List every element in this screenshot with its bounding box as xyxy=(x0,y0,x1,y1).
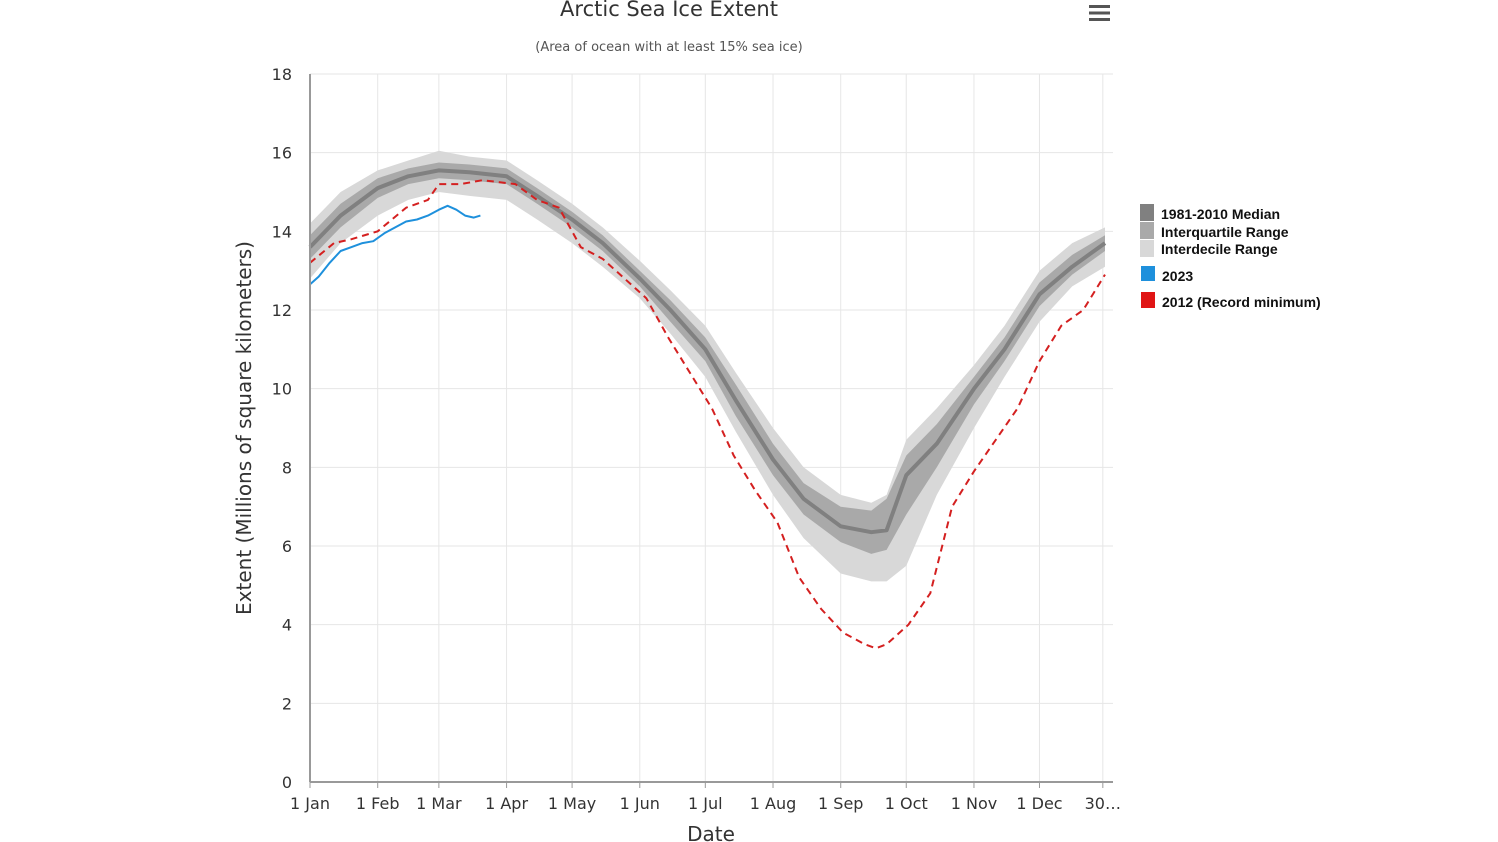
median-line xyxy=(308,168,1107,535)
legend-swatch-median xyxy=(1140,204,1154,221)
legend-label-median[interactable]: 1981-2010 Median xyxy=(1161,206,1280,222)
x-tick-label: 1 Dec xyxy=(1016,794,1062,813)
y-tick-label: 10 xyxy=(272,380,292,399)
chart-subtitle: (Area of ocean with at least 15% sea ice… xyxy=(535,40,802,55)
y-tick-label: 6 xyxy=(282,537,292,556)
x-axis-title: Date xyxy=(687,822,735,842)
x-tick-label: 1 Oct xyxy=(885,794,928,813)
y-tick-label: 18 xyxy=(272,65,292,84)
legend-label-2012[interactable]: 2012 (Record minimum) xyxy=(1162,294,1321,310)
y-tick-label: 2 xyxy=(282,694,292,713)
legend-label-interdecile[interactable]: Interdecile Range xyxy=(1161,241,1278,257)
x-tick-label: 30… xyxy=(1085,794,1121,813)
series-lines xyxy=(308,168,1107,650)
year-2023-line xyxy=(309,204,481,286)
x-tick-label: 1 Aug xyxy=(750,794,797,813)
x-tick-label: 1 May xyxy=(548,794,596,813)
x-axis-ticks: 1 Jan 1 Feb 1 Mar 1 Apr 1 May 1 Jun 1 Jul 1 Aug… xyxy=(290,782,1121,813)
y-tick-label: 4 xyxy=(282,616,292,635)
legend-swatch-2023 xyxy=(1141,266,1155,281)
legend-swatch-interdecile xyxy=(1140,240,1154,257)
legend-swatch-2012 xyxy=(1141,292,1155,308)
y-tick-label: 16 xyxy=(272,144,292,163)
interquartile-range-band xyxy=(310,162,1105,554)
x-tick-label: 1 Sep xyxy=(818,794,863,813)
x-tick-label: 1 Mar xyxy=(416,794,462,813)
x-tick-label: 1 Jan xyxy=(290,794,330,813)
x-tick-label: 1 Jul xyxy=(688,794,723,813)
y-tick-label: 0 xyxy=(282,773,292,792)
y-tick-label: 14 xyxy=(272,222,292,241)
axes xyxy=(309,74,1113,783)
x-tick-label: 1 Feb xyxy=(356,794,400,813)
legend: 1981-2010 Median Interquartile Range Int… xyxy=(1140,204,1321,310)
y-tick-label: 12 xyxy=(272,301,292,320)
x-tick-label: 1 Apr xyxy=(485,794,528,813)
y-tick-label: 8 xyxy=(282,458,292,477)
x-tick-label: 1 Jun xyxy=(620,794,660,813)
x-tick-label: 1 Nov xyxy=(951,794,998,813)
legend-label-interquartile[interactable]: Interquartile Range xyxy=(1161,224,1289,240)
hamburger-menu-icon[interactable] xyxy=(1085,2,1115,26)
y-axis-title: Extent (Millions of square kilometers) xyxy=(232,241,256,615)
legend-swatch-interquartile xyxy=(1140,222,1154,239)
y-axis-ticks: 0 2 4 6 8 10 12 14 16 18 xyxy=(272,65,292,792)
record-2012-line xyxy=(309,179,1106,650)
legend-label-2023[interactable]: 2023 xyxy=(1162,268,1193,284)
chart-title: Arctic Sea Ice Extent xyxy=(560,0,778,21)
